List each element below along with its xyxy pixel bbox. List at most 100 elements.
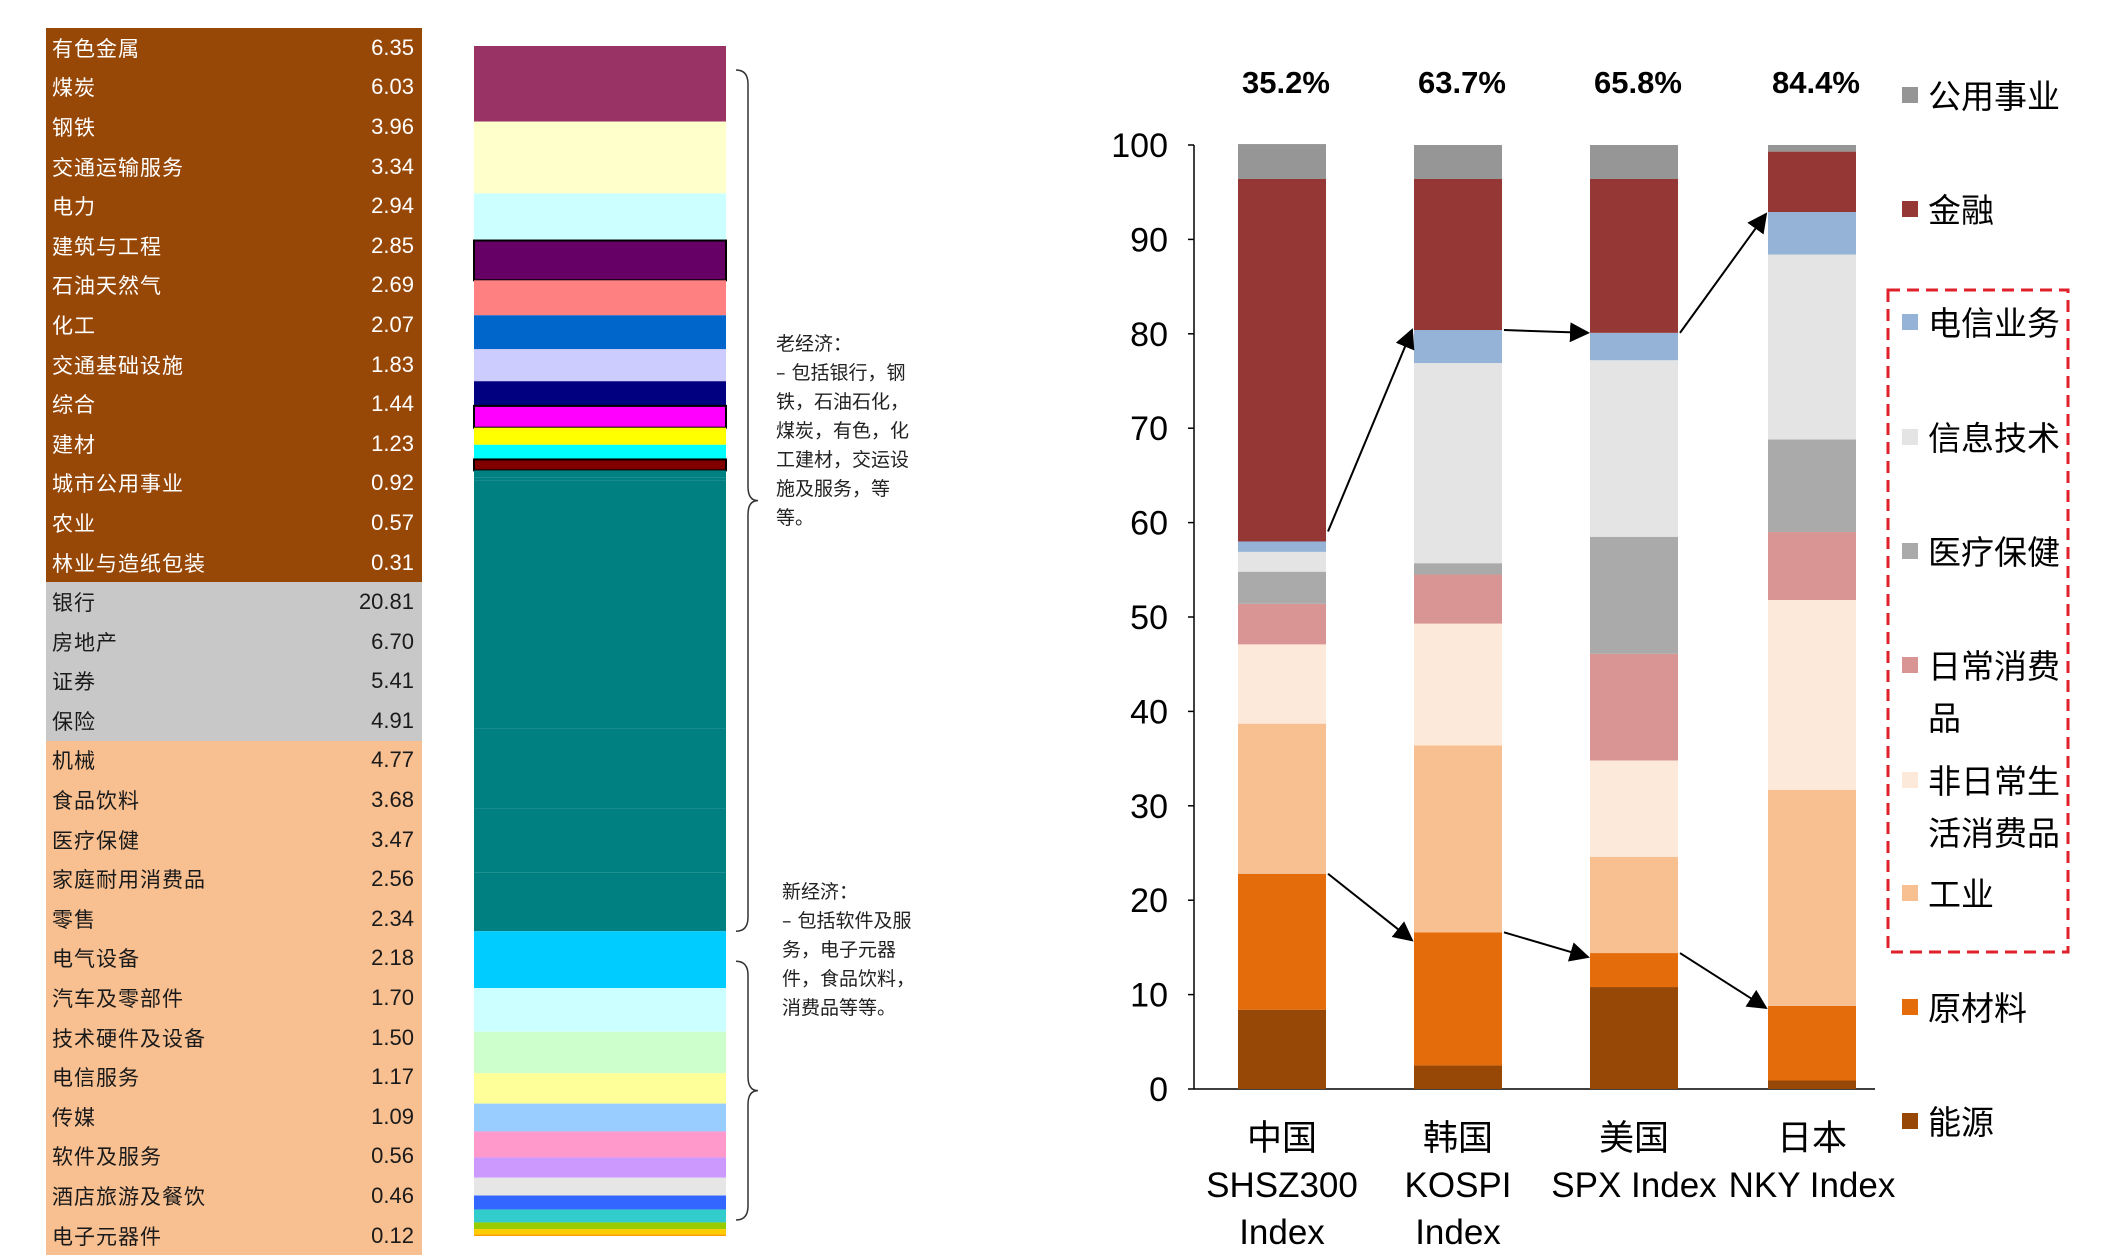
bar-segment xyxy=(1768,439,1856,533)
y-tick-label: 80 xyxy=(1130,316,1168,354)
composition-segment xyxy=(474,1234,726,1236)
y-tick-label: 10 xyxy=(1130,977,1168,1015)
sector-name: 有色金属 xyxy=(52,36,140,61)
sector-weight: 0.56 xyxy=(371,1143,414,1169)
sector-weight: 6.70 xyxy=(371,628,414,654)
sector-weight: 3.68 xyxy=(371,787,414,813)
y-tick-label: 60 xyxy=(1130,505,1168,543)
sector-name: 城市公用事业 xyxy=(52,472,184,497)
table-row: 汽车及零部件 1.70 xyxy=(46,978,422,1018)
sector-weight: 1.44 xyxy=(371,391,414,417)
sector-weight: 6.35 xyxy=(371,34,414,60)
legend-label: 日常消费 xyxy=(1928,647,2060,686)
table-row: 煤炭 6.03 xyxy=(46,67,422,108)
sector-name: 交通基础设施 xyxy=(52,353,184,378)
bar-segment xyxy=(1768,1005,1856,1081)
x-category-label: SHSZ300 xyxy=(1206,1166,1358,1205)
legend-label: 工业 xyxy=(1928,875,1994,914)
bar-segment xyxy=(1414,574,1502,624)
x-category-label: NKY Index xyxy=(1729,1166,1896,1205)
bar-segment xyxy=(1590,953,1678,988)
y-tick-label: 40 xyxy=(1130,693,1168,731)
bar-segment xyxy=(1414,145,1502,179)
trend-arrow xyxy=(1679,212,1768,334)
composition-segment xyxy=(473,458,727,472)
bar-segment xyxy=(1238,551,1326,572)
sector-name: 房地产 xyxy=(52,630,118,655)
composition-segment xyxy=(474,470,726,478)
sector-name: 保险 xyxy=(52,709,96,734)
composition-segment xyxy=(474,988,726,1032)
sector-name: 农业 xyxy=(52,511,96,536)
y-tick-label: 90 xyxy=(1130,221,1168,259)
group-braces xyxy=(735,69,759,1221)
sector-weight: 0.31 xyxy=(371,549,414,575)
sector-weight: 1.83 xyxy=(371,351,414,377)
sector-name: 汽车及零部件 xyxy=(52,987,184,1012)
bar-segment xyxy=(1590,536,1678,654)
table-row: 零售 2.34 xyxy=(46,899,422,939)
highlight-box xyxy=(1886,288,2070,954)
bar-segment xyxy=(1590,332,1678,361)
composition-segment xyxy=(474,1131,726,1158)
y-tick-label: 50 xyxy=(1130,599,1168,637)
table-row: 银行 20.81 xyxy=(46,582,422,622)
sector-name: 化工 xyxy=(52,313,96,338)
table-row: 传媒 1.09 xyxy=(46,1097,422,1137)
table-row: 综合 1.44 xyxy=(46,384,422,424)
composition-segment xyxy=(474,193,726,241)
sector-weight-table: 有色金属 6.35 煤炭 6.03 钢铁 3.96 交通运输服务 3.34 电力 2.94 建筑与工… xyxy=(46,28,422,1256)
legend-swatch xyxy=(1902,314,1918,330)
legend-swatch xyxy=(1902,772,1918,788)
legend-swatch xyxy=(1902,657,1918,673)
composition-segment xyxy=(474,46,726,122)
bar-segment xyxy=(1414,363,1502,564)
sector-weight: 2.56 xyxy=(371,866,414,892)
composition-segment xyxy=(474,381,726,406)
composition-segment xyxy=(474,931,726,989)
bar-segment xyxy=(1768,254,1856,440)
sector-name: 证券 xyxy=(52,670,96,695)
composition-segment xyxy=(474,1229,726,1235)
bar-segment xyxy=(1414,1065,1502,1089)
bar-segment xyxy=(1768,600,1856,790)
table-row: 电信服务 1.17 xyxy=(46,1057,422,1098)
bar-segment xyxy=(1590,145,1678,179)
bar-segment xyxy=(1238,603,1326,645)
sector-weight: 5.41 xyxy=(371,668,414,694)
table-row: 机械 4.77 xyxy=(46,740,422,781)
trend-arrow xyxy=(1503,322,1590,343)
table-row: 电气设备 2.18 xyxy=(46,938,422,979)
composition-segment xyxy=(474,477,726,481)
sector-name: 交通运输服务 xyxy=(52,155,184,180)
sector-name: 电信服务 xyxy=(52,1066,140,1091)
legend-swatch xyxy=(1902,201,1918,217)
top-percent-label: 84.4% xyxy=(1772,65,1860,100)
composition-segment xyxy=(474,349,726,382)
table-row: 农业 0.57 xyxy=(46,503,422,543)
composition-segment xyxy=(473,404,727,429)
sector-name: 综合 xyxy=(52,393,96,418)
sector-weight: 0.57 xyxy=(371,509,414,535)
table-row: 有色金属 6.35 xyxy=(46,28,422,68)
legend-label: 公用事业 xyxy=(1928,77,2060,116)
sector-weight: 2.85 xyxy=(371,232,414,258)
index-sector-chart: 0 10 20 30 40 50 60 70 80 90 100 35.2% 中国 SHSZ300 Inde… xyxy=(1111,65,1896,1252)
sector-composition-bar xyxy=(473,46,727,1236)
sector-name: 医疗保健 xyxy=(52,828,140,853)
legend-label: 信息技术 xyxy=(1928,419,2060,458)
top-percent-label: 63.7% xyxy=(1418,65,1506,100)
x-category-label: 中国 xyxy=(1247,1119,1317,1158)
bar-segment xyxy=(1768,789,1856,1006)
table-row: 建筑与工程 2.85 xyxy=(46,225,422,266)
top-percent-label: 35.2% xyxy=(1242,65,1330,100)
bar-segment xyxy=(1414,178,1502,331)
sector-name: 建材 xyxy=(52,432,96,457)
bar-segment xyxy=(1590,987,1678,1089)
composition-segment xyxy=(474,427,726,445)
group-brace xyxy=(735,69,759,932)
x-category-label: SPX Index xyxy=(1551,1166,1717,1205)
legend-swatch xyxy=(1902,1113,1918,1129)
sector-name: 技术硬件及设备 xyxy=(52,1026,206,1051)
table-row: 钢铁 3.96 xyxy=(46,107,422,147)
